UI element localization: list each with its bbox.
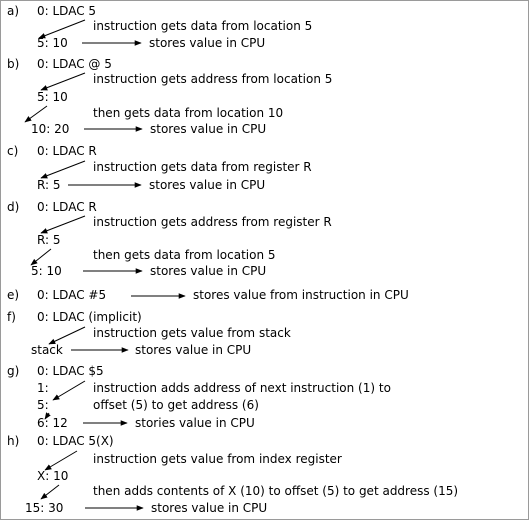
result-text: stores value in CPU xyxy=(135,343,251,357)
section-label: d) xyxy=(7,200,19,214)
result-text: stores value in CPU xyxy=(150,122,266,136)
register-cell: R: 5 xyxy=(37,233,60,247)
section-label: g) xyxy=(7,364,19,378)
memory-cell: 5: xyxy=(37,398,49,412)
description-text: instruction gets address from location 5 xyxy=(93,72,332,86)
memory-cell: 6: 12 xyxy=(37,416,68,430)
section-label: b) xyxy=(7,57,19,71)
memory-cell: 5: 10 xyxy=(37,90,68,104)
section-g: g) 0: LDAC $5 1: instruction adds addres… xyxy=(7,364,391,430)
pointer-arrow xyxy=(24,105,48,123)
result-text: stories value in CPU xyxy=(135,416,255,430)
section-b: b) 0: LDAC @ 5 instruction gets address … xyxy=(7,57,332,136)
description-text: instruction gets address from register R xyxy=(93,215,332,229)
section-label: e) xyxy=(7,288,19,302)
pointer-arrow xyxy=(44,412,51,420)
description-text: instruction gets data from register R xyxy=(93,160,312,174)
memory-cell: 1: xyxy=(37,381,49,395)
description-text: then adds contents of X (10) to offset (… xyxy=(93,484,458,498)
description-text: instruction adds address of next instruc… xyxy=(93,381,391,395)
result-text: stores value in CPU xyxy=(149,36,265,50)
pointer-arrow xyxy=(44,450,78,471)
pointer-arrow xyxy=(30,248,52,266)
section-label: a) xyxy=(7,4,19,18)
description-text: instruction gets value from stack xyxy=(93,326,291,340)
description-text: offset (5) to get address (6) xyxy=(93,398,259,412)
section-label: c) xyxy=(7,144,18,158)
result-text: stores value in CPU xyxy=(150,264,266,278)
description-text: then gets data from location 10 xyxy=(93,106,283,120)
register-cell: X: 10 xyxy=(37,469,68,483)
register-cell: R: 5 xyxy=(37,178,60,192)
pointer-arrow xyxy=(40,72,86,91)
memory-cell: 15: 30 xyxy=(25,501,63,515)
memory-cell: 5: 10 xyxy=(37,36,68,50)
section-f: f) 0: LDAC (implicit) instruction gets v… xyxy=(7,310,291,357)
section-d: d) 0: LDAC R instruction gets address fr… xyxy=(7,200,332,278)
pointer-arrow xyxy=(52,380,86,401)
description-text: then gets data from location 5 xyxy=(93,248,276,262)
section-a: a) 0: LDAC 5 instruction gets data from … xyxy=(7,4,312,50)
memory-cell: 5: 10 xyxy=(31,264,62,278)
instruction-text: 0: LDAC #5 xyxy=(37,288,106,302)
instruction-text: 0: LDAC R xyxy=(37,200,97,214)
pointer-arrow xyxy=(40,484,60,500)
section-h: h) 0: LDAC 5(X) instruction gets value f… xyxy=(7,434,458,515)
instruction-text: 0: LDAC $5 xyxy=(37,364,104,378)
memory-cell: 10: 20 xyxy=(31,122,69,136)
pointer-arrow xyxy=(40,215,86,234)
result-text: stores value from instruction in CPU xyxy=(193,288,409,302)
instruction-text: 0: LDAC 5 xyxy=(37,4,96,18)
description-text: instruction gets data from location 5 xyxy=(93,19,312,33)
pointer-arrow xyxy=(40,160,86,179)
instruction-text: 0: LDAC (implicit) xyxy=(37,310,142,324)
section-label: h) xyxy=(7,434,19,448)
instruction-text: 0: LDAC R xyxy=(37,144,97,158)
section-e: e) 0: LDAC #5 stores value from instruct… xyxy=(7,288,409,302)
instruction-text: 0: LDAC @ 5 xyxy=(37,57,112,71)
result-text: stores value in CPU xyxy=(151,501,267,515)
result-text: stores value in CPU xyxy=(149,178,265,192)
pointer-arrow xyxy=(48,326,86,345)
pointer-arrow xyxy=(38,19,86,39)
instruction-text: 0: LDAC 5(X) xyxy=(37,434,114,448)
section-c: c) 0: LDAC R instruction gets data from … xyxy=(7,144,312,192)
stack-cell: stack xyxy=(31,343,63,357)
section-label: f) xyxy=(7,310,16,324)
description-text: instruction gets value from index regist… xyxy=(93,452,342,466)
